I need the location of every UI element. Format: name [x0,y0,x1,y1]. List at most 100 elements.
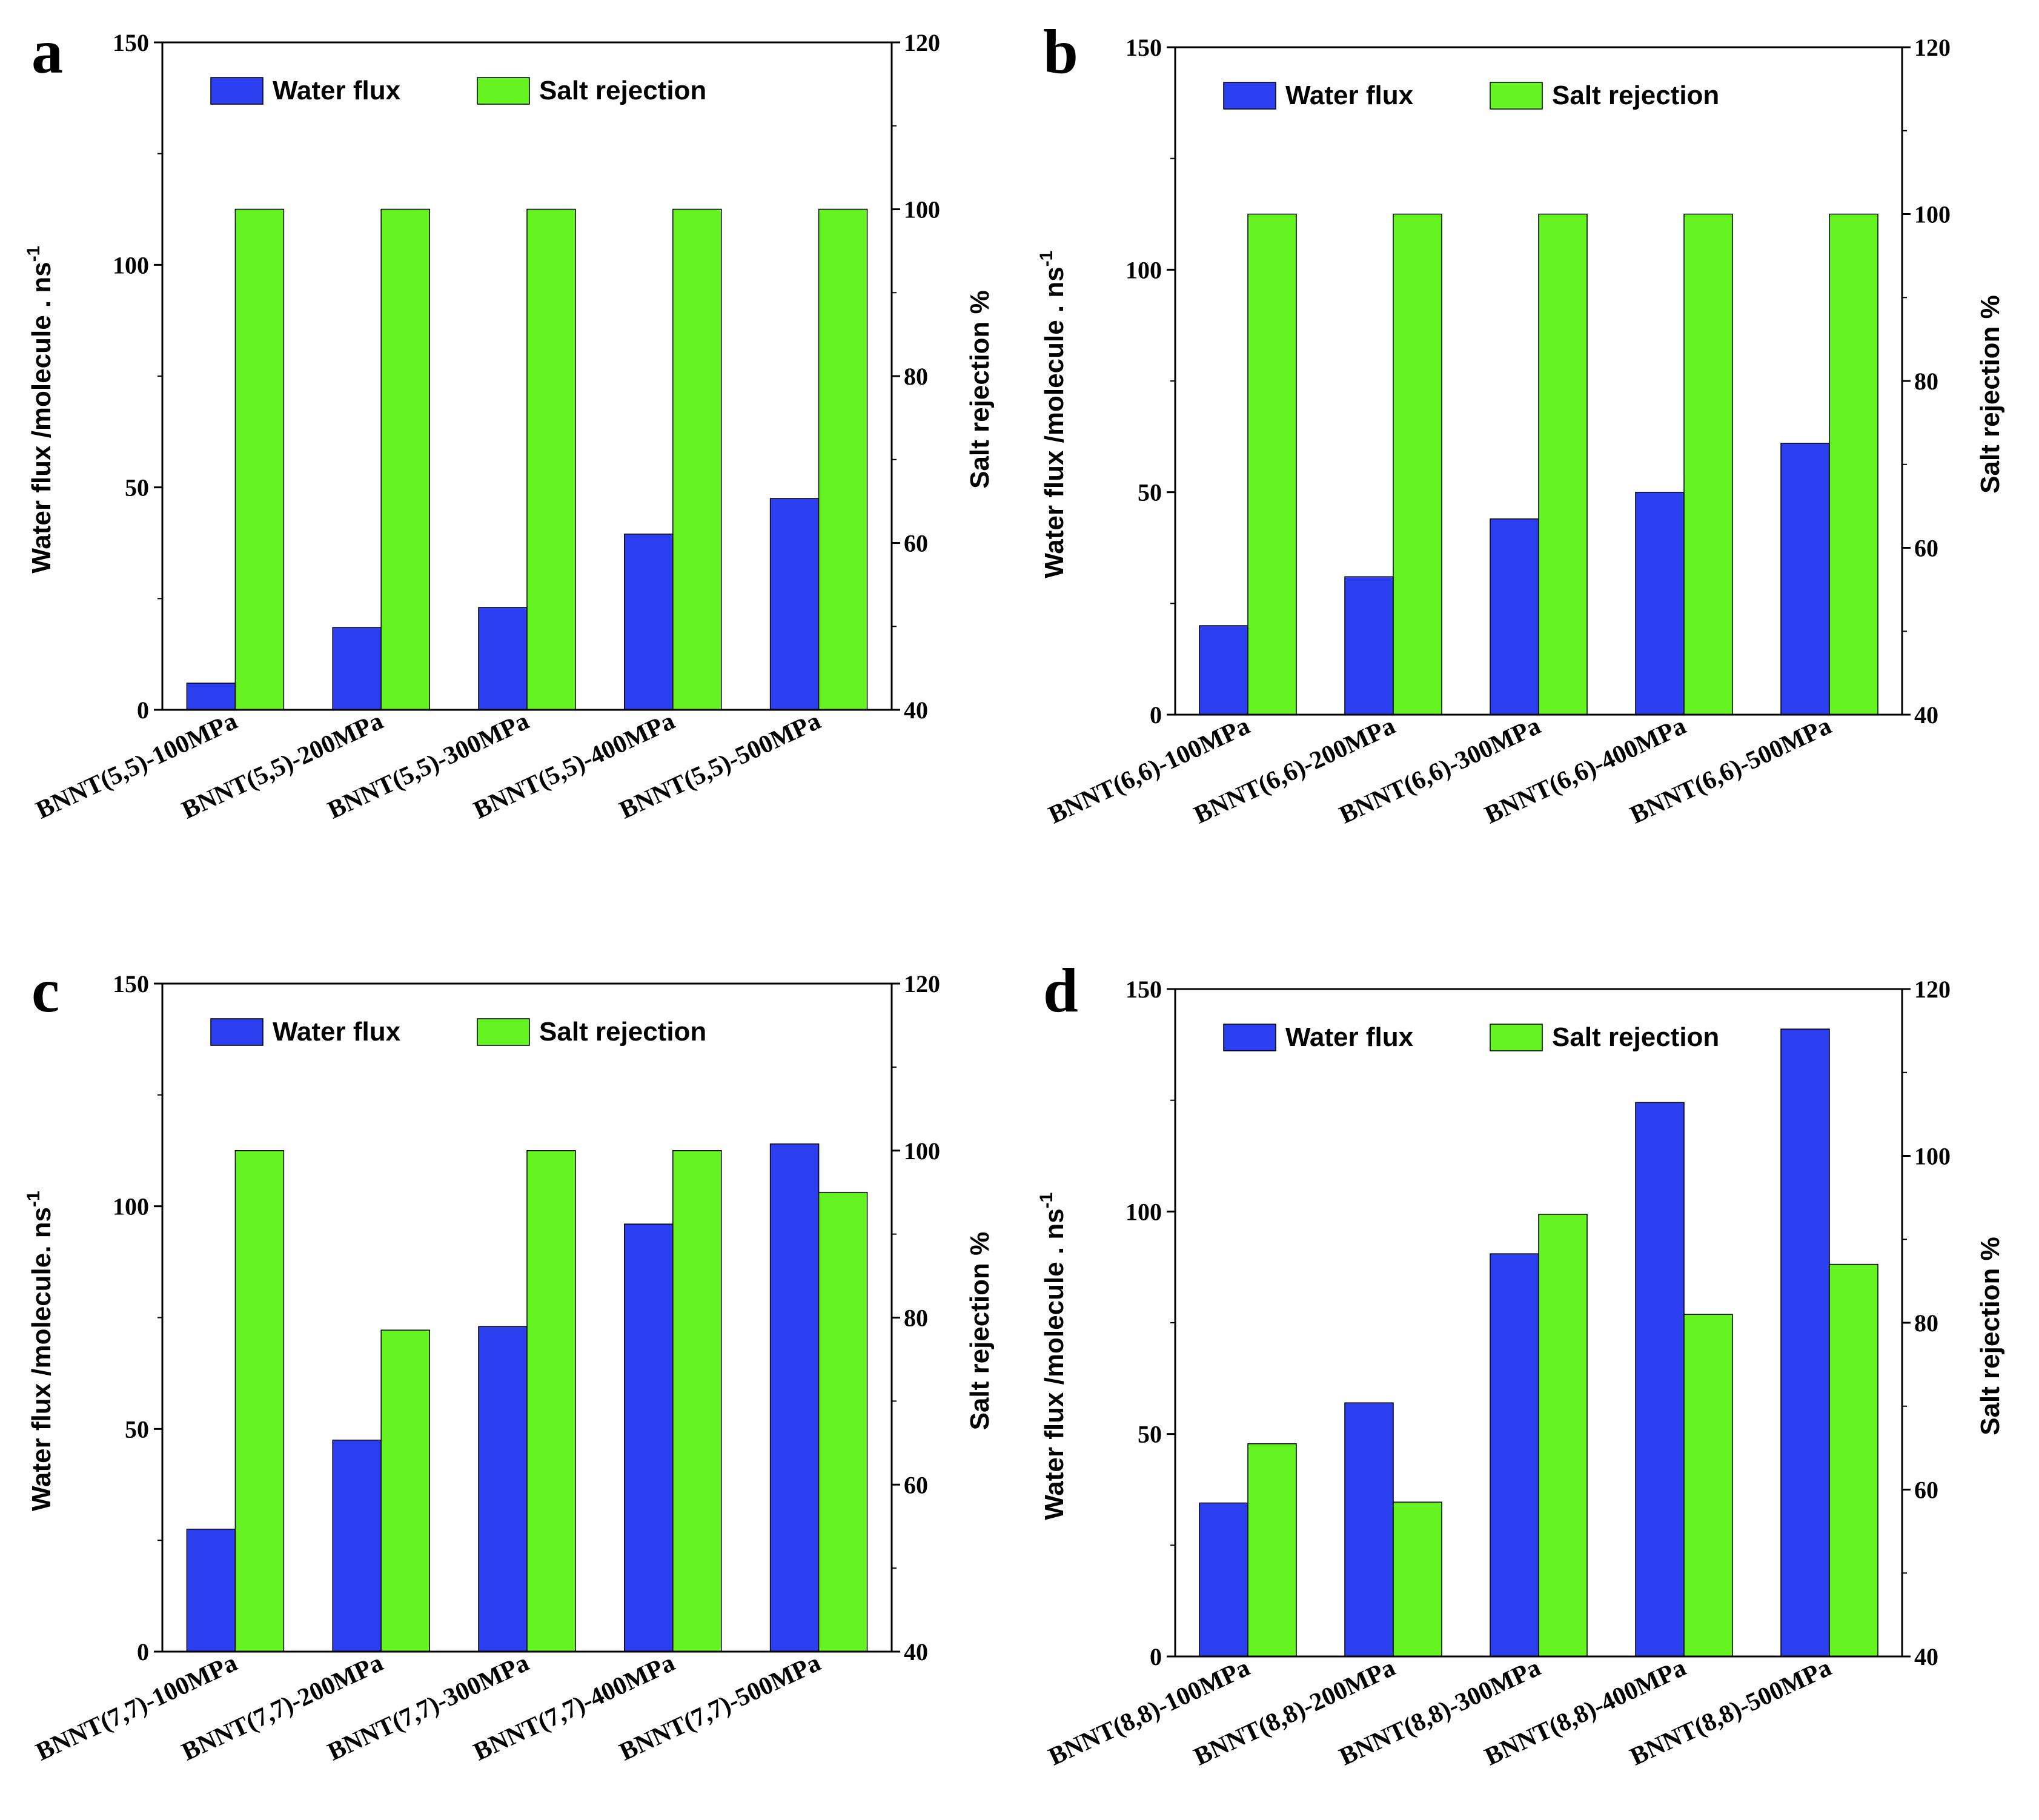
water-flux-bar [1780,1028,1830,1657]
salt-rejection-bar [1683,1314,1733,1657]
salt-rejection-bar [1393,1501,1442,1657]
water-flux-bar [1780,443,1830,715]
y2-tick-label: 100 [1914,1143,1951,1170]
salt-rejection-bar [1829,1263,1878,1657]
salt-rejection-bar [380,208,430,710]
y2-tick-label: 100 [904,1137,940,1165]
legend-label-water-flux: Water flux [273,1017,401,1047]
water-flux-bar [332,1439,382,1652]
y2-tick-label: 60 [1914,535,1938,562]
panel-letter: d [1043,956,1078,1025]
water-flux-bar [1635,1102,1685,1657]
water-flux-bar [624,534,674,710]
water-flux-bar [478,1326,528,1652]
salt-rejection-bar [380,1329,430,1652]
water-flux-bar [1490,518,1539,715]
salt-rejection-bar [1247,213,1297,715]
water-flux-bar [769,498,820,710]
water-flux-bar [1199,625,1248,715]
legend-label-salt-rejection: Salt rejection [539,76,706,105]
salt-rejection-bar [1393,213,1442,715]
y-tick-label: 50 [1138,479,1162,506]
water-flux-bar [332,627,382,710]
y-axis-title: Water flux /molecule . ns-1 [24,246,56,574]
legend-swatch-salt-rejection [1490,82,1543,110]
y2-tick-label: 120 [904,970,940,998]
y2-tick-label: 60 [904,1471,928,1498]
chart-panel-c: cBNNT(7,7)-100MPaBNNT(7,7)-200MPaBNNT(7,… [24,956,995,1766]
water-flux-bar [478,607,528,710]
y-axis-title: Water flux /molecule . ns-1 [1036,251,1069,578]
salt-rejection-bar [672,208,722,710]
y2-tick-label: 40 [1914,1643,1938,1670]
salt-rejection-bar [818,208,868,710]
y-tick-label: 100 [113,251,149,279]
panel-letter: c [31,956,59,1025]
y2-axis-title: Salt rejection % [965,290,995,489]
y2-axis-title: Salt rejection % [1975,295,2005,494]
legend-label-salt-rejection: Salt rejection [1552,81,1719,110]
salt-rejection-bar [672,1150,722,1652]
salt-rejection-bar [1538,1214,1588,1657]
y2-tick-label: 100 [904,196,940,223]
y2-tick-label: 60 [1914,1477,1938,1504]
legend-label-water-flux: Water flux [1285,1022,1414,1052]
y2-tick-label: 40 [904,697,928,724]
y-tick-label: 100 [1126,1198,1162,1225]
chart-panel-d: dBNNT(8,8)-100MPaBNNT(8,8)-200MPaBNNT(8,… [1036,956,2005,1771]
water-flux-bar [769,1143,820,1652]
y-axis-title: Water flux /molecule. ns-1 [24,1191,56,1511]
water-flux-bar [1490,1253,1539,1657]
y2-tick-label: 40 [1914,701,1938,729]
water-flux-bar [1199,1502,1248,1657]
water-flux-bar [1344,1402,1394,1657]
legend-swatch-water-flux [210,77,264,105]
y-tick-label: 150 [1126,976,1162,1003]
y2-axis-title: Salt rejection % [1975,1237,2005,1435]
y2-tick-label: 80 [1914,1309,1938,1337]
salt-rejection-bar [234,208,285,710]
water-flux-bar [186,1529,236,1652]
salt-rejection-bar [1247,1443,1297,1657]
legend-swatch-water-flux [1223,82,1276,110]
water-flux-bar [1344,576,1394,715]
legend-label-salt-rejection: Salt rejection [539,1017,706,1047]
y2-tick-label: 120 [1914,976,1951,1003]
legend-label-water-flux: Water flux [1285,81,1414,110]
y-tick-label: 0 [1150,701,1162,729]
legend-swatch-water-flux [210,1018,264,1046]
water-flux-bar [186,683,236,710]
y-tick-label: 0 [137,697,149,724]
salt-rejection-bar [526,1150,576,1652]
legend-swatch-salt-rejection [477,77,530,105]
y2-tick-label: 80 [904,1305,928,1332]
legend-swatch-salt-rejection [1490,1024,1543,1051]
panel-letter: b [1043,17,1078,87]
y2-tick-label: 80 [1914,368,1938,395]
y-tick-label: 150 [1126,34,1162,61]
y-tick-label: 0 [1150,1643,1162,1670]
chart-panel-a: aBNNT(5,5)-100MPaBNNT(5,5)-200MPaBNNT(5,… [24,17,995,824]
y-tick-label: 150 [113,29,149,56]
legend-swatch-water-flux [1223,1024,1276,1051]
y-tick-label: 100 [113,1193,149,1220]
legend-label-water-flux: Water flux [273,76,401,105]
y2-axis-title: Salt rejection % [965,1232,995,1431]
water-flux-bar [624,1223,674,1652]
salt-rejection-bar [1538,213,1588,715]
salt-rejection-bar [526,208,576,710]
y-tick-label: 50 [125,474,149,501]
salt-rejection-bar [1683,213,1733,715]
salt-rejection-bar [234,1150,285,1652]
chart-panel-b: bBNNT(6,6)-100MPaBNNT(6,6)-200MPaBNNT(6,… [1036,17,2005,829]
y2-tick-label: 40 [904,1638,928,1666]
salt-rejection-bar [1829,213,1878,715]
salt-rejection-bar [818,1191,868,1652]
panel-letter: a [31,17,63,87]
y2-tick-label: 120 [904,29,940,56]
y-tick-label: 100 [1126,256,1162,283]
y2-tick-label: 120 [1914,34,1951,61]
legend-swatch-salt-rejection [477,1018,530,1046]
y2-tick-label: 80 [904,363,928,390]
